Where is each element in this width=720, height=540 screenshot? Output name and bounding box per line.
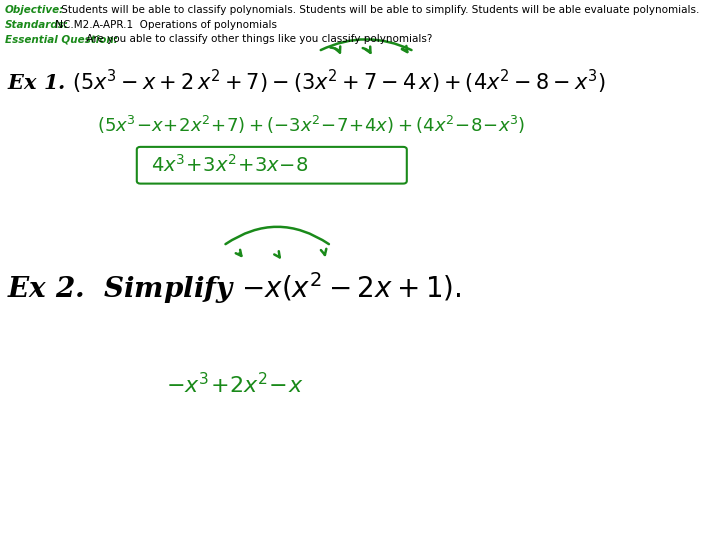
FancyArrowPatch shape (363, 46, 371, 53)
FancyArrowPatch shape (225, 227, 329, 244)
Text: Are you able to classify other things like you classify polynomials?: Are you able to classify other things li… (83, 34, 432, 44)
FancyArrowPatch shape (330, 46, 341, 52)
Text: NC.M2.A-APR.1  Operations of polynomials: NC.M2.A-APR.1 Operations of polynomials (52, 20, 277, 30)
Text: Standards:: Standards: (5, 20, 69, 30)
Text: $-x^3\!+\!2x^2\!-\!x$: $-x^3\!+\!2x^2\!-\!x$ (166, 373, 303, 398)
Text: Essential Question:: Essential Question: (5, 34, 118, 44)
FancyArrowPatch shape (320, 39, 412, 50)
Text: Ex 1. $(5x^3 - x + 2\,x^2 + 7) - (3x^2 + 7 - 4\,x) + (4x^2 - 8 - x^3)$: Ex 1. $(5x^3 - x + 2\,x^2 + 7) - (3x^2 +… (7, 68, 606, 96)
Text: $(5x^3\!-\!x\!+\!2x^2\!+\!7) + (-3x^2\!-\!7\!+\!4x) + (4x^2\!-\!8\!-\!x^3)$: $(5x^3\!-\!x\!+\!2x^2\!+\!7) + (-3x^2\!-… (97, 113, 526, 136)
FancyArrowPatch shape (321, 249, 326, 255)
Text: Ex 2.  Simplify $-x(x^2 - 2x + 1).$: Ex 2. Simplify $-x(x^2 - 2x + 1).$ (7, 270, 462, 306)
Text: Students will be able to classify polynomials. Students will be able to simplify: Students will be able to classify polyno… (58, 5, 699, 16)
FancyArrowPatch shape (402, 46, 408, 52)
Text: $4x^3\!+\!3x^2\!+\!3x\!-\!8$: $4x^3\!+\!3x^2\!+\!3x\!-\!8$ (151, 154, 309, 176)
FancyArrowPatch shape (274, 251, 280, 258)
FancyArrowPatch shape (235, 250, 241, 256)
Text: Objective:: Objective: (5, 5, 64, 16)
